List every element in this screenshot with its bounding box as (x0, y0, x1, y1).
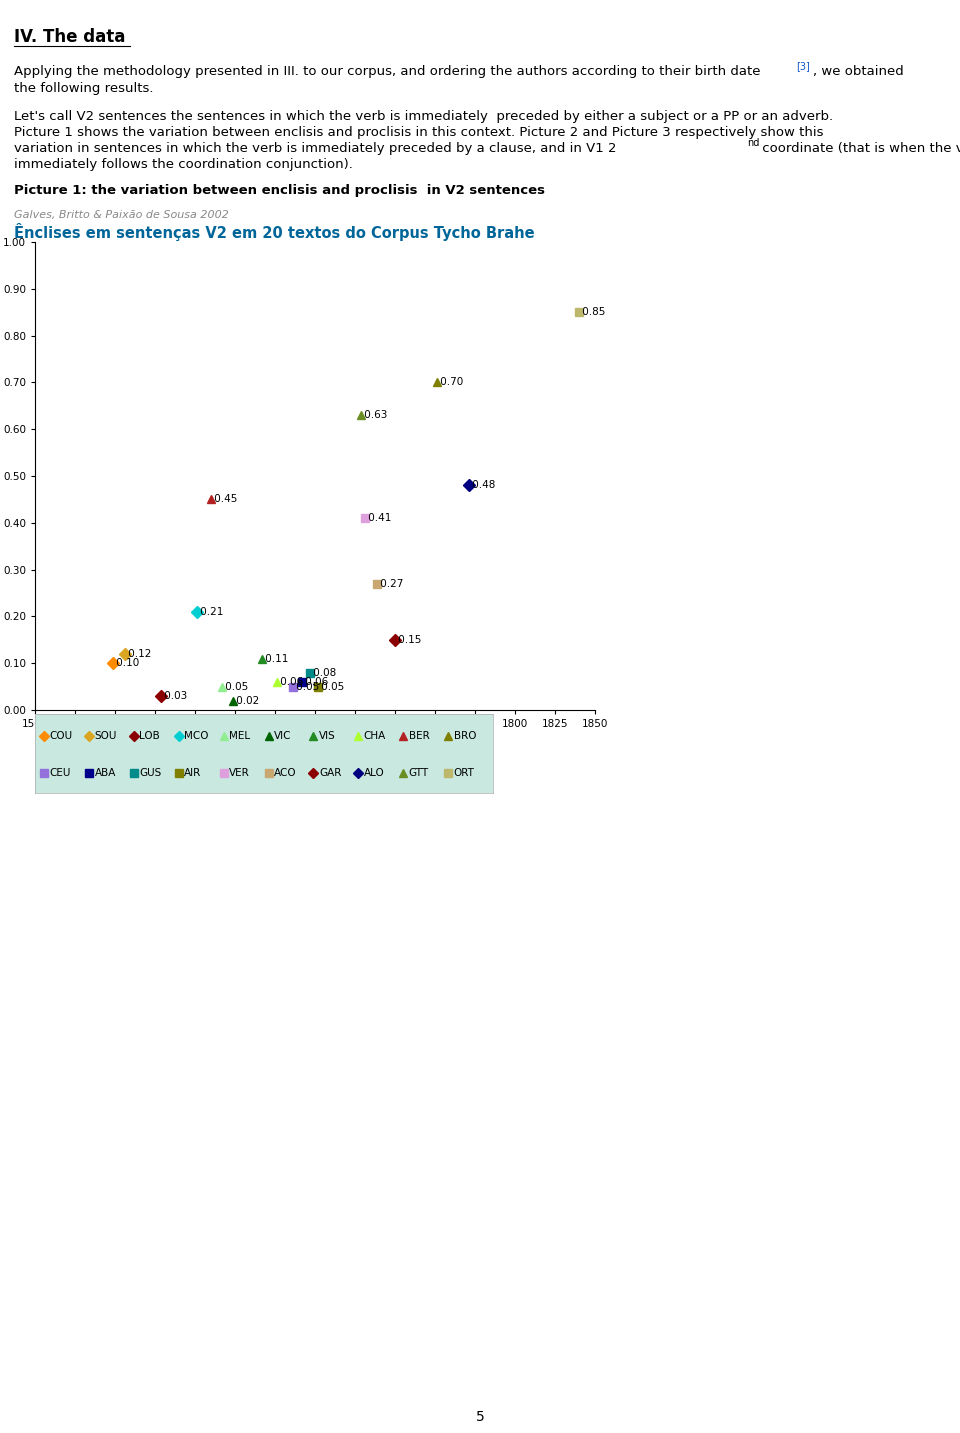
Text: Picture 1 shows the variation between enclisis and proclisis in this context. Pi: Picture 1 shows the variation between en… (14, 126, 824, 139)
Text: AIR: AIR (184, 768, 202, 778)
Text: 0.48: 0.48 (468, 480, 495, 490)
Text: IV. The data: IV. The data (14, 29, 126, 46)
Text: ABA: ABA (94, 768, 116, 778)
Text: MCO: MCO (184, 731, 209, 741)
Text: ORT: ORT (454, 768, 474, 778)
Text: 0.85: 0.85 (579, 307, 606, 317)
Text: variation in sentences in which the verb is immediately preceded by a clause, an: variation in sentences in which the verb… (14, 142, 616, 155)
Text: GUS: GUS (139, 768, 161, 778)
Text: CEU: CEU (50, 768, 71, 778)
Text: 0.05: 0.05 (293, 682, 319, 692)
Text: 0.41: 0.41 (365, 513, 391, 523)
Text: nd: nd (747, 138, 759, 148)
Text: Ênclises em sentenças V2 em 20 textos do Corpus Tycho Brahe: Ênclises em sentenças V2 em 20 textos do… (14, 224, 535, 241)
Text: 0.02: 0.02 (233, 695, 259, 705)
Text: 0.10: 0.10 (113, 658, 139, 668)
Text: ALO: ALO (364, 768, 385, 778)
Text: 0.15: 0.15 (395, 635, 421, 645)
Text: 0.03: 0.03 (161, 691, 187, 701)
Text: 0.06: 0.06 (302, 676, 328, 686)
Text: 0.12: 0.12 (125, 649, 151, 659)
Text: coordinate (that is when the verb: coordinate (that is when the verb (758, 142, 960, 155)
Text: 0.06: 0.06 (276, 676, 302, 686)
Text: VIS: VIS (319, 731, 336, 741)
Text: Let's call V2 sentences the sentences in which the verb is immediately  preceded: Let's call V2 sentences the sentences in… (14, 110, 833, 123)
Text: LOB: LOB (139, 731, 160, 741)
Text: VIC: VIC (274, 731, 292, 741)
Text: GTT: GTT (409, 768, 429, 778)
Text: 0.11: 0.11 (262, 653, 289, 663)
Text: BER: BER (409, 731, 429, 741)
Text: VER: VER (229, 768, 250, 778)
Text: 0.05: 0.05 (318, 682, 345, 692)
Text: immediately follows the coordination conjunction).: immediately follows the coordination con… (14, 158, 353, 171)
Text: , we obtained: , we obtained (813, 64, 903, 77)
Text: CHA: CHA (364, 731, 386, 741)
Text: [3]: [3] (796, 62, 810, 72)
Text: 0.27: 0.27 (377, 579, 404, 589)
Text: MEL: MEL (229, 731, 251, 741)
Text: 0.08: 0.08 (310, 668, 336, 678)
Text: 5: 5 (475, 1410, 485, 1424)
Text: Applying the methodology presented in III. to our corpus, and ordering the autho: Applying the methodology presented in II… (14, 64, 760, 77)
Text: 0.21: 0.21 (197, 606, 223, 616)
Text: SOU: SOU (94, 731, 117, 741)
Text: 0.05: 0.05 (222, 682, 249, 692)
Text: 0.63: 0.63 (361, 410, 388, 420)
Text: COU: COU (50, 731, 73, 741)
Text: Picture 1: the variation between enclisis and proclisis  in V2 sentences: Picture 1: the variation between enclisi… (14, 183, 545, 196)
Text: the following results.: the following results. (14, 82, 154, 95)
Text: ACO: ACO (274, 768, 297, 778)
Text: 0.70: 0.70 (437, 377, 463, 387)
Text: BRO: BRO (454, 731, 476, 741)
Text: GAR: GAR (319, 768, 342, 778)
Text: 0.45: 0.45 (211, 494, 237, 504)
Text: Galves, Britto & Paixão de Sousa 2002: Galves, Britto & Paixão de Sousa 2002 (14, 211, 228, 221)
